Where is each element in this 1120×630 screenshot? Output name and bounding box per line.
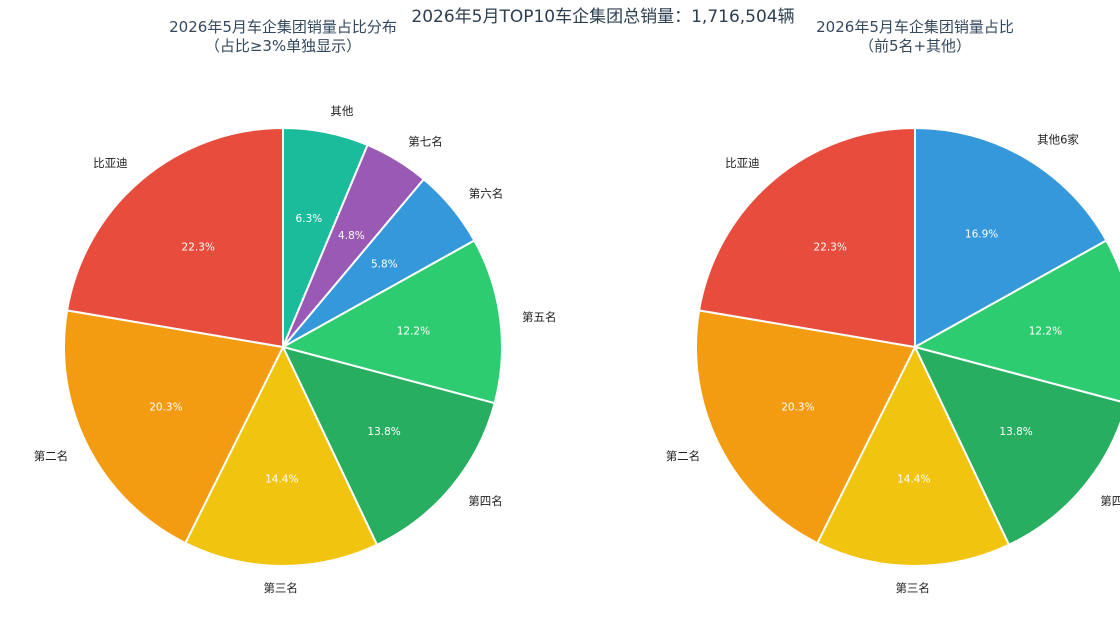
pie-right-slices	[694, 127, 1120, 567]
pie-left-pct-label-4: 13.8%	[367, 426, 400, 438]
pie-left-slice-label-5: 第三名	[263, 581, 298, 595]
pie-left-subtitle: （占比≥3%单独显示）	[205, 37, 361, 55]
pie-left-slice-label-3: 第五名	[522, 310, 557, 324]
pie-right-title: 2026年5月车企集团销量占比	[816, 18, 1014, 36]
pie-right-labels: 16.9%其他6家12.2%第五名13.8%第四名14.4%第三名20.3%第二…	[666, 132, 1120, 595]
pie-right-slice-label-2: 第四名	[1100, 494, 1120, 508]
pie-left-slice-5	[184, 346, 378, 567]
pie-left-pct-label-3: 12.2%	[397, 326, 430, 338]
pie-chart-group-split: 2026年5月车企集团销量占比分布 （占比≥3%单独显示） 6.3% 其他 4.8%…	[34, 18, 557, 595]
pie-left-slice-label-1: 第七名	[408, 134, 443, 148]
pie-left-pct-label-6: 20.3%	[149, 402, 182, 414]
pie-right-slice-0	[914, 127, 1108, 348]
pie-left-pct-label-7: 22.3%	[182, 242, 215, 254]
pie-right-slice-label-4: 第二名	[666, 449, 701, 463]
pie-left-slice-label-7: 比亚迪	[93, 156, 128, 170]
pie-right-slice-1	[914, 239, 1120, 403]
pie-right-slice-label-5: 比亚迪	[725, 156, 760, 170]
pie-right-pct-label-1: 12.2%	[1029, 326, 1062, 338]
pie-right-pct-label-2: 13.8%	[999, 426, 1032, 438]
pie-left-slice-4	[282, 346, 496, 546]
pie-left-slice-label-2: 第六名	[469, 187, 504, 201]
pie-right-pct-label-4: 20.3%	[781, 402, 814, 414]
pie-right-pct-label-5: 22.3%	[814, 242, 847, 254]
pie-left-slice-label-4: 第四名	[468, 494, 503, 508]
pie-left-pct-label-5: 14.4%	[265, 473, 298, 485]
pie-right-slice-label-0: 其他6家	[1037, 132, 1079, 146]
pie-right-pct-label-3: 14.4%	[897, 473, 930, 485]
pie-left-slice-6	[62, 309, 284, 545]
pie-right-slice-4	[694, 309, 916, 545]
pie-chart-group-top5: 2026年5月车企集团销量占比 （前5名+其他） 16.9% 其他6家 12.2% 第…	[666, 18, 1120, 595]
pie-left-pct-label-2: 5.8%	[371, 258, 398, 270]
pie-left-slices	[62, 127, 503, 567]
pie-right-pct-label-0: 16.9%	[965, 229, 998, 241]
figure-suptitle: 2026年5月TOP10车企集团总销量：1,716,504辆	[411, 7, 794, 27]
pie-left-slice-3	[282, 239, 503, 405]
pie-left-title: 2026年5月车企集团销量占比分布	[169, 18, 397, 36]
pie-left-labels: 6.3% 其他 4.8% 第七名 5.8% 第六名 12.2% 第五名 13.8% 第四名 14.4…	[34, 104, 557, 595]
pie-left-pct-label-0: 6.3%	[296, 213, 323, 225]
pie-right-subtitle: （前5名+其他）	[859, 37, 971, 55]
pie-right-slice-label-3: 第三名	[895, 581, 930, 595]
pie-right-slice-2	[914, 346, 1120, 546]
pie-left-slice-label-6: 第二名	[34, 449, 69, 463]
pie-left-pct-label-1: 4.8%	[338, 230, 365, 242]
pie-left-slice-7	[66, 127, 284, 348]
pie-right-slice-5	[698, 127, 916, 348]
pie-left-slice-label-0: 其他	[330, 104, 353, 118]
pie-right-slice-3	[816, 346, 1010, 567]
